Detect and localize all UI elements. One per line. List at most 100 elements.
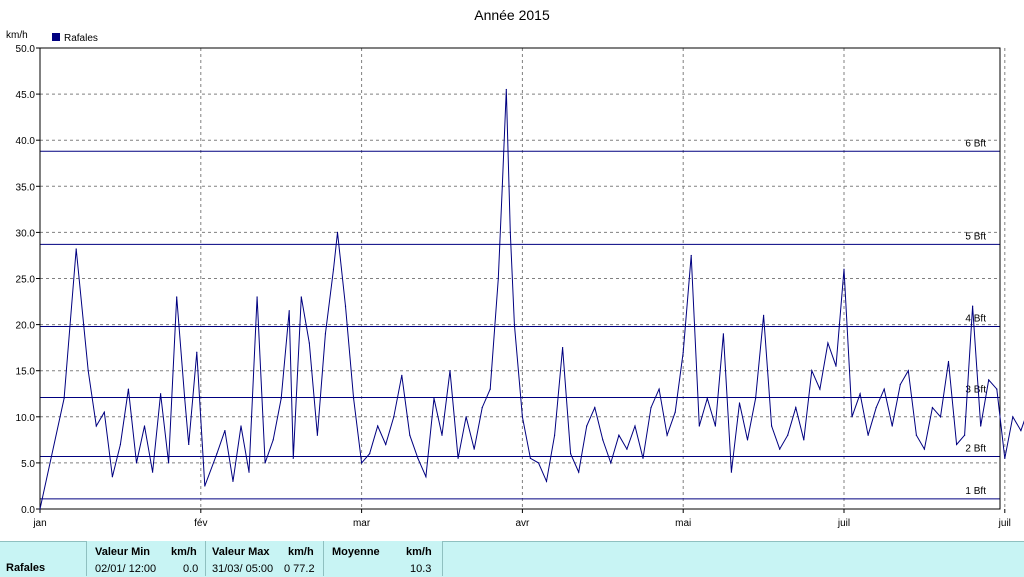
data-point bbox=[859, 393, 861, 395]
data-point bbox=[377, 425, 379, 427]
data-point bbox=[1012, 416, 1014, 418]
data-point bbox=[698, 425, 700, 427]
data-point bbox=[143, 425, 146, 427]
stats-min-value: 0.0 bbox=[183, 563, 199, 575]
data-point bbox=[674, 411, 676, 413]
data-point bbox=[537, 462, 540, 464]
data-point bbox=[915, 434, 917, 436]
data-point bbox=[300, 296, 302, 298]
data-point bbox=[939, 416, 942, 418]
data-point bbox=[336, 231, 339, 233]
data-point bbox=[385, 443, 387, 446]
data-point bbox=[449, 370, 451, 372]
data-point bbox=[578, 471, 580, 473]
data-point bbox=[722, 333, 725, 335]
data-point bbox=[988, 379, 990, 381]
chart-title: Année 2015 bbox=[474, 7, 550, 23]
data-point bbox=[75, 248, 77, 250]
data-point bbox=[509, 231, 511, 233]
data-point bbox=[256, 296, 258, 298]
stats-max-unit: km/h bbox=[288, 546, 314, 558]
data-point bbox=[746, 439, 749, 441]
data-point bbox=[980, 425, 982, 427]
data-point bbox=[473, 448, 475, 450]
stats-max-value: 0 77.2 bbox=[284, 563, 315, 575]
data-point bbox=[433, 397, 435, 399]
data-point bbox=[634, 425, 636, 427]
data-point bbox=[875, 406, 877, 409]
x-tick-label: jan bbox=[32, 518, 46, 529]
data-point bbox=[497, 277, 499, 280]
data-point bbox=[883, 388, 885, 390]
data-point bbox=[867, 434, 869, 436]
data-point bbox=[964, 434, 966, 436]
data-point bbox=[264, 462, 266, 464]
data-point bbox=[795, 406, 797, 409]
data-point bbox=[923, 448, 926, 450]
data-point bbox=[87, 370, 89, 372]
y-tick-label: 40.0 bbox=[16, 136, 36, 147]
data-point bbox=[529, 457, 532, 459]
data-point bbox=[714, 425, 716, 427]
y-tick-label: 50.0 bbox=[16, 44, 36, 55]
data-point bbox=[417, 457, 419, 459]
x-tick-label: mar bbox=[353, 518, 371, 529]
plot-frame bbox=[39, 47, 1001, 510]
data-point bbox=[553, 434, 556, 436]
data-point bbox=[763, 314, 765, 316]
data-point bbox=[570, 453, 572, 455]
y-tick-label: 5.0 bbox=[21, 459, 35, 470]
data-point bbox=[457, 457, 459, 459]
data-point bbox=[706, 397, 708, 399]
series-rafales bbox=[39, 88, 1024, 510]
data-point bbox=[184, 397, 186, 399]
reference-line-label: 5 Bft bbox=[965, 231, 986, 242]
data-point bbox=[819, 388, 821, 390]
data-point bbox=[160, 393, 162, 395]
data-point bbox=[931, 406, 934, 409]
data-point bbox=[111, 476, 113, 478]
data-point bbox=[771, 425, 773, 427]
data-point bbox=[401, 374, 403, 376]
y-tick-label: 35.0 bbox=[16, 182, 36, 193]
data-point bbox=[95, 425, 97, 427]
data-point bbox=[803, 439, 805, 441]
y-tick-label: 15.0 bbox=[16, 367, 36, 378]
data-point bbox=[393, 416, 395, 418]
y-tick-label: 0.0 bbox=[21, 505, 35, 516]
reference-line-label: 6 Bft bbox=[965, 138, 986, 149]
axes: 0.0 5.0 10.0 15.0 20.0 25.0 30.0 35.0 40.0 45.0 50… bbox=[16, 44, 1011, 529]
data-point bbox=[907, 370, 909, 372]
data-point bbox=[972, 305, 974, 307]
data-point bbox=[843, 268, 845, 270]
data-point bbox=[1020, 430, 1022, 432]
data-point bbox=[224, 430, 226, 432]
data-point bbox=[891, 425, 893, 427]
data-point bbox=[594, 406, 596, 409]
data-point bbox=[779, 448, 781, 450]
data-point bbox=[63, 397, 65, 399]
data-point bbox=[232, 480, 234, 482]
data-point bbox=[240, 425, 242, 427]
data-point bbox=[308, 342, 310, 344]
data-point bbox=[361, 462, 363, 464]
data-point bbox=[103, 411, 105, 413]
data-point bbox=[690, 254, 692, 257]
data-point bbox=[501, 185, 503, 187]
data-point bbox=[955, 443, 958, 446]
beaufort-reference-lines: 1 Bft 2 Bft 3 Bft 4 Bft 5 Bft 6 Bft bbox=[40, 138, 1000, 500]
y-tick-label: 30.0 bbox=[16, 228, 36, 239]
data-point bbox=[344, 305, 347, 307]
data-point bbox=[288, 310, 290, 312]
data-point bbox=[626, 448, 628, 450]
data-point bbox=[899, 383, 901, 386]
data-point bbox=[489, 388, 491, 390]
stats-min-unit: km/h bbox=[171, 546, 197, 558]
stats-min-panel: Valeur Min km/h 02/01/ 12:00 0.0 bbox=[86, 541, 206, 576]
data-point bbox=[658, 388, 660, 390]
y-tick-label: 45.0 bbox=[16, 90, 36, 101]
reference-line-label: 4 Bft bbox=[965, 313, 986, 324]
data-point bbox=[324, 333, 327, 335]
grid-lines bbox=[40, 47, 1006, 510]
data-point bbox=[947, 360, 950, 363]
